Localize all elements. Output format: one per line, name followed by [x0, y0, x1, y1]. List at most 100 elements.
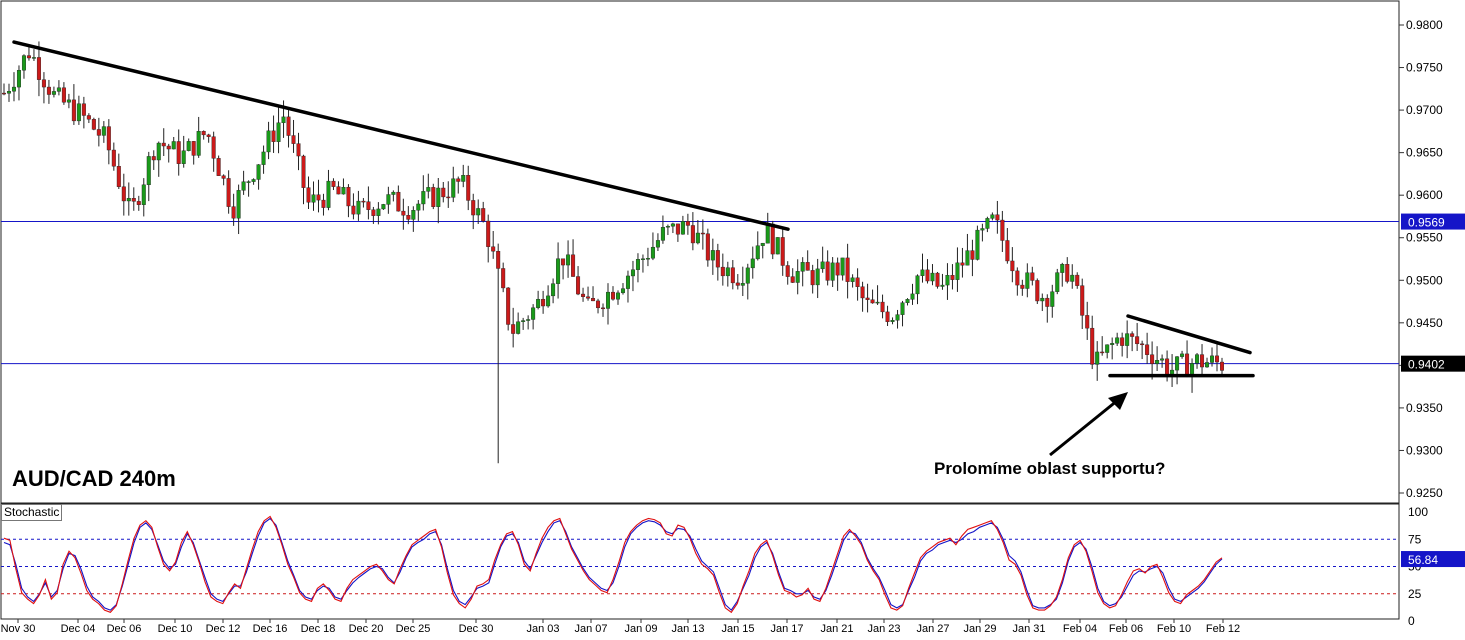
x-tick-label: Dec 04 — [61, 623, 96, 635]
candle-body — [176, 141, 181, 164]
candle-body — [571, 254, 576, 277]
candle-body — [1040, 297, 1045, 302]
candle-body — [885, 311, 890, 322]
candle-body — [740, 283, 745, 286]
candle-body — [311, 194, 316, 203]
candle-body — [266, 130, 271, 153]
stoch-series-line — [3, 515, 1223, 614]
candle-body — [556, 258, 561, 284]
candle-body — [900, 302, 905, 315]
candle-body — [1100, 351, 1105, 354]
candle-body — [1080, 285, 1085, 316]
candle-body — [750, 258, 755, 269]
candle-body — [341, 187, 346, 195]
candle-body — [296, 143, 301, 157]
candle-body — [795, 271, 800, 283]
candle-body — [71, 99, 76, 122]
candle-body — [411, 210, 416, 220]
candle-body — [810, 270, 815, 286]
candle-body — [870, 299, 875, 304]
candle-body — [695, 232, 700, 244]
candle-body — [401, 210, 406, 216]
candle-body — [880, 301, 885, 313]
level-price-label: 0.9569 — [1408, 216, 1445, 230]
candle-body — [675, 223, 680, 235]
candle-body — [161, 142, 166, 147]
candle-body — [211, 136, 216, 159]
candle-body — [790, 276, 795, 283]
x-tick-label: Jan 03 — [526, 623, 559, 635]
candle-body — [31, 57, 36, 59]
x-tick-label: Dec 06 — [107, 623, 142, 635]
y-tick-label: 0.9450 — [1406, 316, 1443, 330]
candle-body — [860, 286, 865, 299]
candle-body — [81, 103, 86, 116]
candle-body — [1075, 274, 1080, 286]
x-tick-label: Dec 16 — [253, 623, 288, 635]
candle-body — [106, 126, 111, 151]
candle-body — [1050, 291, 1055, 307]
candle-body — [890, 320, 895, 322]
candle-body — [720, 266, 725, 277]
stoch-y-tick-label: 75 — [1408, 532, 1422, 546]
annotation-arrow — [1049, 398, 1119, 457]
candle-body — [291, 135, 296, 144]
candle-body — [1125, 333, 1130, 346]
candle-body — [281, 116, 286, 124]
x-tick-label: Jan 21 — [820, 623, 853, 635]
candle-body — [680, 221, 685, 235]
x-tick-label: Jan 13 — [671, 623, 704, 635]
candle-body — [156, 142, 161, 161]
candle-body — [805, 262, 810, 271]
candle-body — [436, 187, 441, 207]
candle-body — [825, 261, 830, 281]
candle-body — [561, 258, 566, 266]
candle-body — [456, 178, 461, 182]
candle-body — [6, 91, 11, 94]
candle-body — [41, 79, 46, 88]
candle-body — [950, 275, 955, 280]
candle-body — [151, 156, 156, 161]
candle-body — [446, 196, 451, 199]
candle-body — [231, 206, 236, 219]
candle-body — [591, 298, 596, 302]
candle-body — [316, 194, 321, 201]
candle-body — [371, 209, 376, 216]
candle-body — [451, 178, 456, 198]
candle-body — [511, 324, 516, 334]
candle-body — [66, 99, 71, 103]
candle-body — [965, 250, 970, 266]
stoch-value-tag — [1401, 551, 1465, 568]
candle-body — [181, 150, 186, 164]
blank-box — [631, 74, 935, 186]
candle-body — [581, 293, 586, 297]
candle-body — [201, 131, 206, 136]
candle-body — [1055, 272, 1060, 292]
candle-body — [551, 283, 556, 297]
candle-body — [1095, 351, 1100, 365]
y-tick-label: 0.9550 — [1406, 231, 1443, 245]
level-price-label: 0.9402 — [1408, 358, 1445, 372]
candle-body — [146, 156, 151, 186]
x-tick-label: Jan 09 — [624, 623, 657, 635]
candle-body — [1205, 362, 1210, 368]
level-price-tag — [1401, 213, 1465, 230]
candle-body — [596, 300, 601, 309]
candle-body — [331, 180, 336, 187]
candle-body — [1030, 272, 1035, 281]
candle-body — [421, 191, 426, 205]
candle-body — [635, 259, 640, 270]
candle-body — [1025, 272, 1030, 289]
candle-body — [725, 267, 730, 277]
candle-body — [196, 131, 201, 156]
candle-body — [501, 268, 506, 289]
candle-body — [611, 291, 616, 300]
candle-body — [1015, 270, 1020, 286]
candle-body — [111, 149, 116, 167]
candle-body — [1065, 264, 1070, 282]
candle-body — [1010, 260, 1015, 272]
candle-body — [975, 229, 980, 260]
candle-body — [531, 307, 536, 320]
candle-body — [1210, 355, 1215, 363]
candle-body — [11, 86, 16, 92]
